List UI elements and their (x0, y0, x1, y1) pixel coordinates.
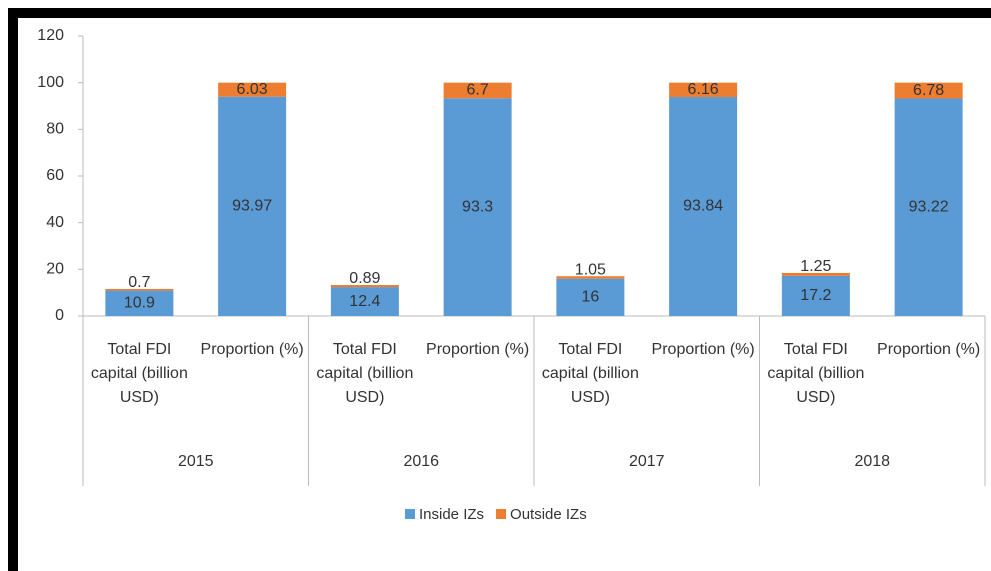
bar-segment (218, 82, 287, 97)
x-tick-label: Proportion (%) (200, 341, 304, 358)
y-tick-label: 120 (37, 27, 64, 44)
legend-swatch (405, 509, 415, 519)
data-label: 1.25 (800, 258, 831, 275)
data-label: 1.05 (575, 261, 606, 278)
data-label: 12.4 (349, 293, 380, 310)
bar-segment (894, 82, 963, 99)
x-tick-label: Proportion (%) (877, 341, 981, 358)
bar-segment (669, 97, 738, 316)
bar-segment (105, 288, 174, 291)
data-label: 93.97 (232, 198, 272, 215)
data-label: 6.7 (467, 82, 489, 99)
data-label: 93.22 (909, 198, 949, 215)
y-tick-label: 0 (55, 307, 64, 324)
x-tick-label: Proportion (%) (426, 341, 530, 358)
bar-segment (669, 82, 738, 98)
bar-segment (556, 278, 625, 316)
bar-segment (556, 276, 625, 279)
data-label: 93.3 (462, 198, 493, 215)
group-label: 2017 (629, 453, 665, 470)
group-label: 2016 (403, 453, 439, 470)
x-tick-label: Total FDI capital (billion USD) (541, 341, 639, 406)
legend-label: Outside IZs (510, 506, 587, 523)
data-label: 6.16 (688, 81, 719, 98)
bar-segment (894, 98, 963, 316)
bar-segment (781, 275, 850, 316)
x-tick-label: Total FDI capital (billion USD) (316, 341, 414, 406)
y-tick-label: 100 (37, 74, 64, 91)
bar-segment (105, 290, 174, 316)
data-label: 93.84 (683, 198, 723, 215)
data-label: 16 (581, 289, 599, 306)
x-tick-label: Proportion (%) (651, 341, 755, 358)
data-label: 6.03 (237, 81, 268, 98)
data-label: 17.2 (800, 287, 831, 304)
group-label: 2018 (854, 453, 890, 470)
y-tick-label: 20 (46, 261, 64, 278)
legend-label: Inside IZs (419, 506, 484, 523)
x-tick-label: Total FDI capital (billion USD) (767, 341, 865, 406)
y-tick-label: 40 (46, 214, 64, 231)
bar-segment (218, 96, 287, 316)
bar-segment (330, 287, 399, 316)
bar-segment (443, 98, 512, 316)
frame-top (8, 8, 991, 18)
legend-swatch (496, 509, 507, 519)
data-label: 10.9 (124, 295, 155, 312)
bar-segment (330, 284, 399, 288)
bar-segment (443, 82, 512, 99)
y-tick-label: 60 (46, 167, 64, 184)
data-label: 6.78 (913, 82, 944, 99)
data-label: 0.89 (349, 270, 380, 287)
y-tick-label: 80 (46, 121, 64, 138)
frame-left (8, 8, 18, 571)
data-label: 0.7 (128, 274, 150, 291)
x-tick-label: Total FDI capital (billion USD) (90, 341, 188, 406)
bar-segment (781, 272, 850, 276)
group-label: 2015 (178, 453, 214, 470)
